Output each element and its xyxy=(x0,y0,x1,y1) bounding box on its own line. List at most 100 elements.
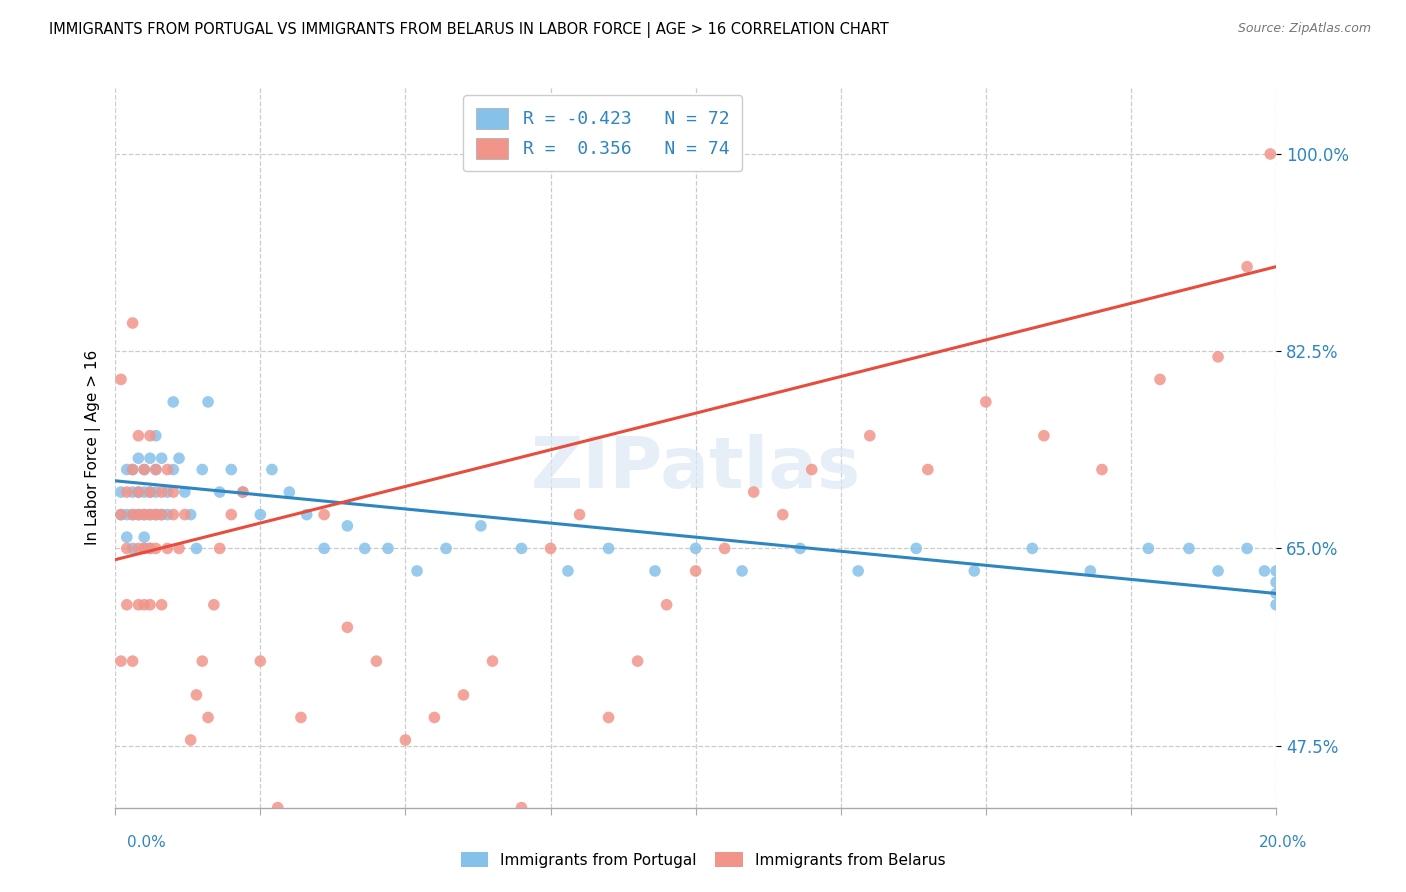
Point xyxy=(197,710,219,724)
Point xyxy=(180,508,202,522)
Point xyxy=(156,508,179,522)
Point xyxy=(1206,564,1229,578)
Point xyxy=(121,508,143,522)
Point xyxy=(1236,260,1258,274)
Point xyxy=(127,598,149,612)
Point xyxy=(859,428,882,442)
Point xyxy=(202,598,225,612)
Point xyxy=(353,541,375,556)
Point xyxy=(1078,564,1101,578)
Point xyxy=(127,508,149,522)
Point xyxy=(139,541,162,556)
Point xyxy=(208,485,231,500)
Point xyxy=(598,710,620,724)
Point xyxy=(156,462,179,476)
Point xyxy=(150,598,173,612)
Point xyxy=(655,598,678,612)
Point xyxy=(267,800,290,814)
Point xyxy=(145,508,167,522)
Point xyxy=(208,541,231,556)
Point xyxy=(1021,541,1043,556)
Text: 20.0%: 20.0% xyxy=(1260,836,1308,850)
Point xyxy=(1137,541,1160,556)
Point xyxy=(1253,564,1275,578)
Point xyxy=(127,508,149,522)
Point xyxy=(314,508,336,522)
Point xyxy=(249,508,271,522)
Point xyxy=(139,541,162,556)
Point xyxy=(510,541,533,556)
Point xyxy=(115,530,138,544)
Point xyxy=(127,485,149,500)
Point xyxy=(336,519,359,533)
Point xyxy=(772,508,794,522)
Text: IMMIGRANTS FROM PORTUGAL VS IMMIGRANTS FROM BELARUS IN LABOR FORCE | AGE > 16 CO: IMMIGRANTS FROM PORTUGAL VS IMMIGRANTS F… xyxy=(49,22,889,38)
Point xyxy=(249,654,271,668)
Point xyxy=(1206,350,1229,364)
Text: ZIPatlas: ZIPatlas xyxy=(530,434,860,503)
Point xyxy=(295,508,318,522)
Point xyxy=(115,508,138,522)
Point xyxy=(145,462,167,476)
Point xyxy=(110,485,132,500)
Point xyxy=(110,508,132,522)
Point xyxy=(540,541,562,556)
Point xyxy=(162,508,184,522)
Point xyxy=(1032,428,1054,442)
Point xyxy=(139,598,162,612)
Point xyxy=(134,541,156,556)
Point xyxy=(156,541,179,556)
Point xyxy=(789,541,811,556)
Point xyxy=(180,733,202,747)
Point xyxy=(731,564,754,578)
Point xyxy=(134,530,156,544)
Point xyxy=(134,598,156,612)
Point xyxy=(1265,598,1288,612)
Point xyxy=(219,508,242,522)
Point xyxy=(134,462,156,476)
Point xyxy=(314,541,336,556)
Point xyxy=(127,451,149,466)
Point xyxy=(127,428,149,442)
Point xyxy=(510,800,533,814)
Point xyxy=(568,508,591,522)
Point xyxy=(1149,372,1171,386)
Point xyxy=(232,485,254,500)
Point xyxy=(121,654,143,668)
Point xyxy=(162,485,184,500)
Point xyxy=(1178,541,1201,556)
Point xyxy=(145,541,167,556)
Point xyxy=(905,541,928,556)
Legend: Immigrants from Portugal, Immigrants from Belarus: Immigrants from Portugal, Immigrants fro… xyxy=(454,846,952,873)
Point xyxy=(110,654,132,668)
Point xyxy=(232,485,254,500)
Point xyxy=(121,541,143,556)
Point xyxy=(139,485,162,500)
Point xyxy=(290,710,312,724)
Y-axis label: In Labor Force | Age > 16: In Labor Force | Age > 16 xyxy=(86,350,101,545)
Point xyxy=(1265,575,1288,590)
Point xyxy=(186,541,208,556)
Point xyxy=(742,485,765,500)
Point xyxy=(917,462,939,476)
Point xyxy=(145,462,167,476)
Point xyxy=(121,462,143,476)
Point xyxy=(377,541,399,556)
Point xyxy=(278,485,301,500)
Point xyxy=(139,508,162,522)
Point xyxy=(974,395,997,409)
Point xyxy=(713,541,735,556)
Point xyxy=(1091,462,1114,476)
Point xyxy=(139,508,162,522)
Legend: R = -0.423   N = 72, R =  0.356   N = 74: R = -0.423 N = 72, R = 0.356 N = 74 xyxy=(464,95,742,171)
Point xyxy=(134,508,156,522)
Point xyxy=(260,462,283,476)
Point xyxy=(470,519,492,533)
Point xyxy=(800,462,823,476)
Point xyxy=(139,451,162,466)
Text: 0.0%: 0.0% xyxy=(127,836,166,850)
Point xyxy=(110,508,132,522)
Point xyxy=(121,462,143,476)
Point xyxy=(115,462,138,476)
Point xyxy=(145,508,167,522)
